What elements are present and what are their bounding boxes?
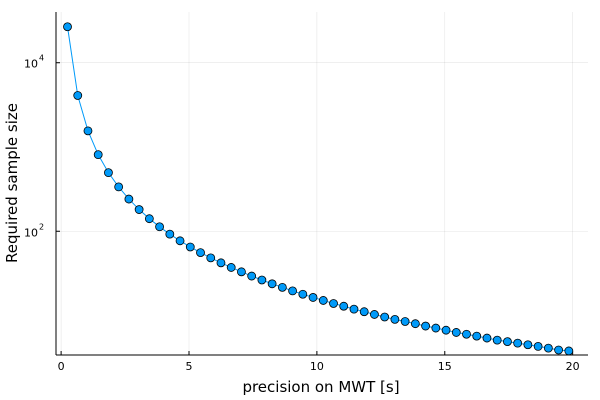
data-point bbox=[390, 314, 400, 324]
data-point bbox=[431, 323, 441, 333]
data-point bbox=[349, 304, 359, 314]
data-point bbox=[462, 329, 471, 339]
data-point bbox=[329, 299, 338, 308]
data-point bbox=[277, 282, 287, 292]
y-axis-label: Required sample size bbox=[3, 103, 21, 263]
x-tick-label: 15 bbox=[438, 360, 452, 373]
data-point bbox=[216, 258, 226, 268]
data-point bbox=[513, 338, 523, 348]
data-point bbox=[226, 263, 236, 272]
data-series bbox=[63, 22, 574, 356]
data-point bbox=[155, 222, 164, 232]
data-point bbox=[533, 342, 543, 351]
data-point bbox=[451, 328, 461, 337]
x-axis-label: precision on MWT [s] bbox=[242, 378, 399, 396]
data-point bbox=[288, 286, 297, 296]
series-line bbox=[67, 26, 569, 352]
x-tick-label: 5 bbox=[186, 360, 193, 373]
data-point bbox=[206, 253, 216, 263]
data-point bbox=[73, 91, 83, 100]
data-point bbox=[543, 343, 553, 353]
data-point bbox=[63, 22, 72, 32]
data-point bbox=[410, 319, 420, 329]
data-point bbox=[185, 242, 195, 252]
data-point bbox=[472, 331, 482, 341]
data-point bbox=[554, 345, 563, 355]
data-point bbox=[114, 182, 124, 192]
data-point bbox=[267, 279, 277, 289]
data-point bbox=[482, 333, 492, 343]
data-point bbox=[144, 214, 154, 224]
data-point bbox=[165, 229, 175, 239]
grid bbox=[56, 12, 588, 355]
data-point bbox=[492, 335, 502, 345]
data-point bbox=[308, 293, 318, 302]
data-point bbox=[564, 346, 574, 356]
data-point bbox=[421, 321, 430, 331]
data-point bbox=[298, 289, 308, 299]
data-point bbox=[257, 275, 267, 285]
y-tick-label: 10 bbox=[24, 58, 38, 71]
data-point bbox=[175, 236, 185, 246]
data-point bbox=[237, 267, 246, 277]
x-tick-label: 20 bbox=[566, 360, 580, 373]
data-point bbox=[93, 150, 103, 160]
data-point bbox=[400, 317, 410, 326]
data-point bbox=[134, 205, 144, 214]
x-tick-label: 0 bbox=[58, 360, 65, 373]
data-point bbox=[359, 307, 369, 317]
y-tick-label: 10 bbox=[24, 226, 38, 239]
data-point bbox=[83, 126, 93, 136]
data-point bbox=[441, 325, 451, 335]
y-tick-label-exponent: 2 bbox=[39, 222, 44, 231]
data-point bbox=[196, 248, 205, 258]
data-point bbox=[247, 271, 257, 281]
data-point bbox=[380, 312, 390, 322]
data-point bbox=[523, 340, 533, 350]
data-point bbox=[318, 296, 328, 305]
x-tick-label: 10 bbox=[310, 360, 324, 373]
data-point bbox=[339, 301, 349, 311]
data-point bbox=[124, 194, 134, 204]
data-point bbox=[104, 168, 113, 178]
data-point bbox=[503, 337, 512, 347]
y-tick-label-exponent: 4 bbox=[39, 54, 44, 63]
data-point bbox=[370, 310, 379, 319]
